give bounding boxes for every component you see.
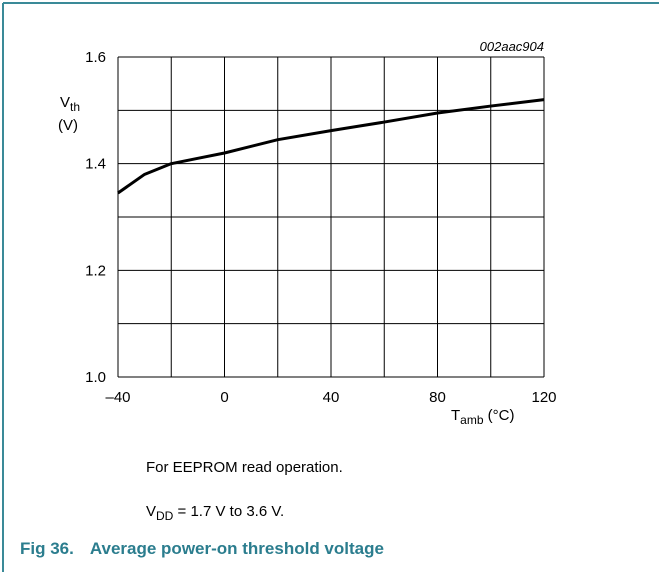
x-tick-label: –40: [105, 389, 130, 406]
y-tick-label: 1.4: [85, 156, 106, 173]
figure-id: 002aac904: [480, 39, 544, 54]
supply-main: V: [146, 503, 156, 520]
supply-sub: DD: [156, 509, 174, 523]
x-label-main: T: [451, 407, 460, 424]
x-label-sub: amb: [460, 413, 484, 427]
data-line: [117, 98, 545, 195]
supply-note: VDD = 1.7 V to 3.6 V.: [146, 503, 284, 523]
y-tick-label: 1.6: [85, 49, 106, 66]
caption: Fig 36. Average power-on threshold voltag…: [20, 539, 384, 558]
y-tick-label: 1.2: [85, 262, 106, 279]
supply-rest: = 1.7 V to 3.6 V.: [173, 503, 284, 520]
x-tick-label: 0: [220, 389, 228, 406]
x-label: Tamb (°C): [451, 407, 515, 427]
caption-number: Fig 36.: [20, 539, 74, 558]
y-tick-label: 1.0: [85, 369, 106, 386]
x-tick-label: 80: [429, 389, 446, 406]
y-label-main: V: [60, 94, 70, 111]
x-tick-label: 120: [531, 389, 556, 406]
x-label-unit: (°C): [484, 407, 515, 424]
x-tick-label: 40: [323, 389, 340, 406]
y-unit: (V): [58, 117, 78, 134]
note: For EEPROM read operation.: [146, 459, 343, 476]
y-label-sub: th: [70, 100, 80, 114]
caption-title: Average power-on threshold voltage: [90, 539, 384, 558]
y-label: Vth: [60, 94, 80, 114]
